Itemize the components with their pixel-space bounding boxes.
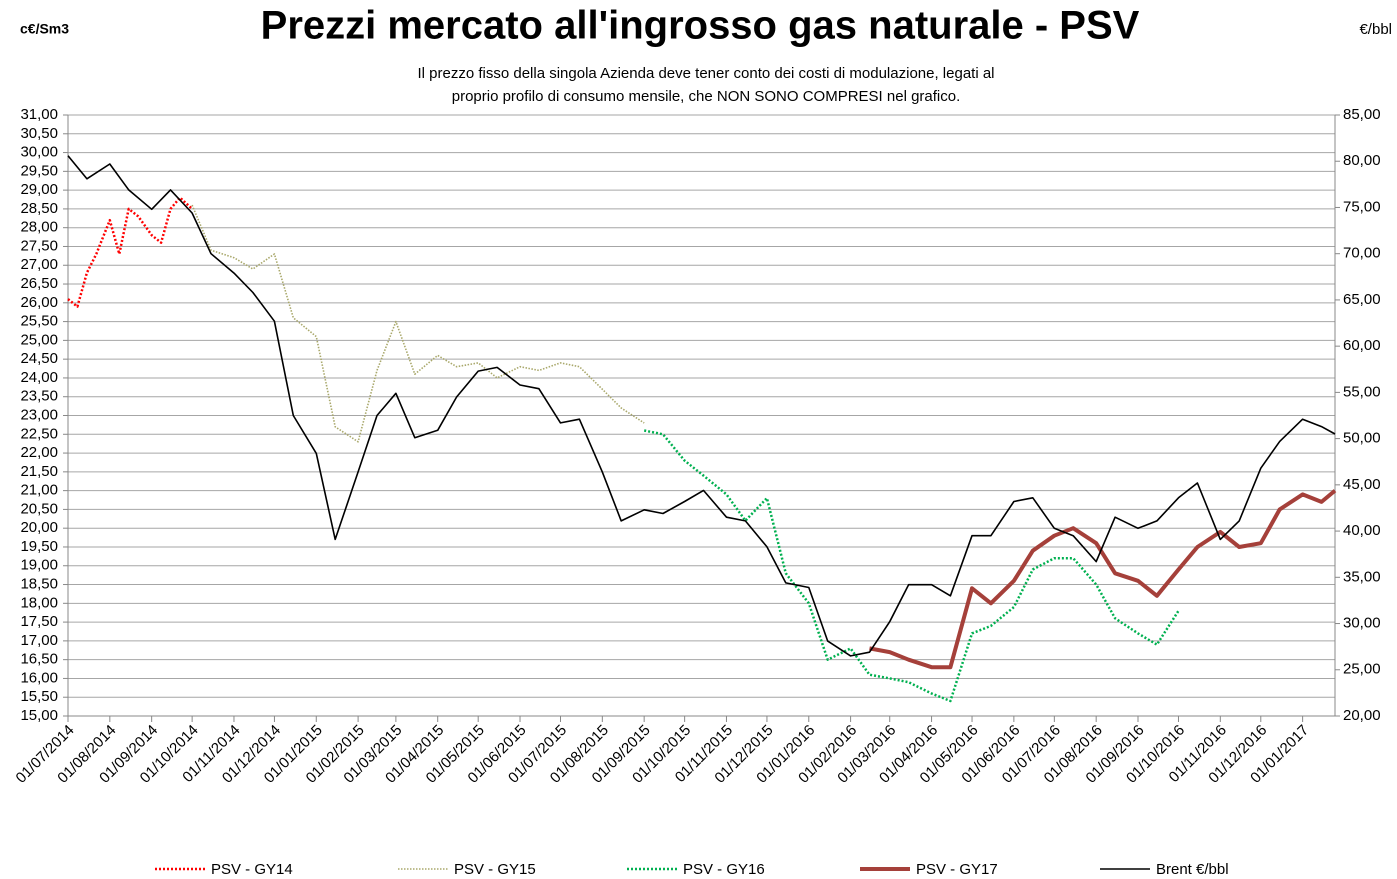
y-tick-label: 15,00: [20, 707, 58, 724]
chart-title: Prezzi mercato all'ingrosso gas naturale…: [261, 4, 1140, 48]
y-tick-label: 28,50: [20, 200, 58, 217]
y2-tick-label: 20,00: [1343, 707, 1381, 724]
y2-tick-label: 30,00: [1343, 615, 1381, 632]
y-tick-label: 24,50: [20, 350, 58, 367]
series-line: [643, 429, 1180, 703]
y-tick-label: 18,00: [20, 594, 58, 611]
y2-tick-label: 40,00: [1343, 522, 1381, 539]
y-tick-label: 22,50: [20, 425, 58, 442]
y-tick-label: 27,50: [20, 237, 58, 254]
y-tick-label: 17,50: [20, 613, 58, 630]
y-tick-label: 24,00: [20, 369, 58, 386]
subtitle: Il prezzo fisso della singola Azienda de…: [417, 65, 994, 82]
y-tick-label: 22,00: [20, 444, 58, 461]
y-tick-label: 21,00: [20, 482, 58, 499]
y-tick-label: 25,50: [20, 313, 58, 330]
y-tick-label: 29,00: [20, 181, 58, 198]
legend-label: PSV - GY16: [683, 861, 765, 878]
subtitle: proprio profilo di consumo mensile, che …: [452, 88, 961, 105]
y-tick-label: 30,50: [20, 125, 58, 142]
y-tick-label: 18,50: [20, 576, 58, 593]
series-line: [869, 489, 1337, 670]
y2-tick-label: 85,00: [1343, 106, 1381, 123]
legend-label: PSV - GY14: [211, 861, 293, 878]
y-tick-label: 26,50: [20, 275, 58, 292]
y-tick-label: 27,00: [20, 256, 58, 273]
y-tick-label: 17,00: [20, 632, 58, 649]
y-tick-label: 15,50: [20, 688, 58, 705]
legend-label: PSV - GY17: [916, 861, 998, 878]
y-tick-label: 20,50: [20, 500, 58, 517]
y2-tick-label: 80,00: [1343, 152, 1381, 169]
y-tick-label: 30,00: [20, 144, 58, 161]
y-tick-label: 29,50: [20, 162, 58, 179]
y2-tick-label: 60,00: [1343, 337, 1381, 354]
series-line: [191, 204, 645, 443]
y-tick-label: 19,00: [20, 557, 58, 574]
y-tick-label: 26,00: [20, 294, 58, 311]
y-tick-label: 23,50: [20, 388, 58, 405]
y2-tick-label: 50,00: [1343, 430, 1381, 447]
y2-tick-label: 75,00: [1343, 198, 1381, 215]
series-line: [67, 155, 1336, 657]
y-tick-label: 20,00: [20, 519, 58, 536]
y2-tick-label: 65,00: [1343, 291, 1381, 308]
y2-tick-label: 70,00: [1343, 245, 1381, 262]
y-tick-label: 16,00: [20, 669, 58, 686]
y2-tick-label: 35,00: [1343, 568, 1381, 585]
series-line: [67, 196, 193, 308]
y2-tick-label: 45,00: [1343, 476, 1381, 493]
y-tick-label: 25,00: [20, 331, 58, 348]
y2-axis-label: €/bbl: [1359, 21, 1392, 38]
y-tick-label: 19,50: [20, 538, 58, 555]
y-tick-label: 28,00: [20, 219, 58, 236]
y-tick-label: 16,50: [20, 651, 58, 668]
legend-label: Brent €/bbl: [1156, 861, 1229, 878]
y-tick-label: 21,50: [20, 463, 58, 480]
y-axis-label: c€/Sm3: [20, 21, 69, 37]
y-tick-label: 31,00: [20, 106, 58, 123]
y2-tick-label: 55,00: [1343, 383, 1381, 400]
y-tick-label: 23,00: [20, 406, 58, 423]
y2-tick-label: 25,00: [1343, 661, 1381, 678]
legend-label: PSV - GY15: [454, 861, 536, 878]
